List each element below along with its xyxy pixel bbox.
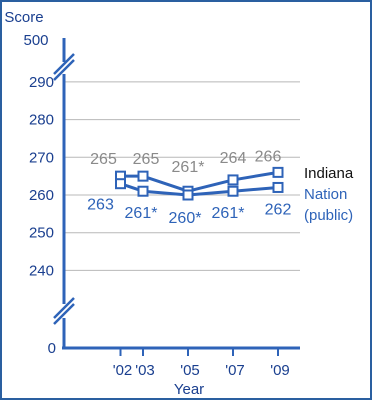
y-tick-labels: 240 250 260 270 280 290	[29, 74, 54, 279]
x-tick-2005: '05	[180, 362, 200, 379]
y-break-bottom-0	[53, 297, 75, 319]
y-tick-280: 280	[29, 112, 54, 129]
point-0-2007	[227, 174, 239, 186]
label-top-2005: 261*	[172, 159, 205, 176]
y-break-top-0	[53, 53, 75, 75]
label-top-2002: 265	[90, 151, 117, 168]
label-bottom-2005: 260*	[169, 210, 202, 227]
y-axis-top-label: 500	[23, 32, 48, 49]
label-bottom-2007: 261*	[212, 205, 245, 222]
y-break-top-1	[53, 59, 75, 81]
y-tick-260: 260	[29, 187, 54, 204]
label-top-2009: 266	[255, 148, 282, 165]
point-1-2007	[227, 185, 239, 197]
x-tick-2007: '07	[225, 362, 245, 379]
x-tick-2002: '02	[113, 362, 133, 379]
y-tick-250: 250	[29, 225, 54, 242]
label-top-2007: 264	[220, 150, 247, 167]
x-axis-title: Year	[174, 381, 204, 398]
axes	[53, 38, 300, 356]
x-tick-2009: '09	[270, 362, 290, 379]
point-0-2003	[137, 170, 149, 182]
label-bottom-2003: 261*	[125, 205, 158, 222]
label-bottom-2009: 262	[265, 201, 292, 218]
x-tick-2003: '03	[135, 362, 155, 379]
label-bottom-2002: 263	[87, 197, 114, 214]
series-group	[115, 166, 284, 201]
x-tick-labels: '02'03 '05 '07 '09	[113, 362, 290, 379]
y-axis-zero-label: 0	[48, 340, 56, 357]
legend: Indiana Nation (public)	[304, 165, 354, 224]
y-tick-290: 290	[29, 74, 54, 91]
point-0-2009	[272, 166, 284, 178]
label-top-2003: 265	[133, 151, 160, 168]
point-1-2002	[115, 178, 126, 190]
data-labels: 265 265 261* 264 266 263 261* 260* 261* 262	[87, 148, 291, 227]
legend-entry-2: (public)	[304, 207, 353, 224]
legend-entry-0: Indiana	[304, 165, 354, 182]
y-axis-title: Score	[4, 9, 43, 26]
y-tick-240: 240	[29, 262, 54, 279]
point-1-2009	[272, 181, 284, 193]
point-1-2005	[182, 189, 194, 201]
legend-entry-1: Nation	[304, 186, 347, 203]
point-1-2003	[137, 185, 149, 197]
y-break-bottom-1	[53, 303, 75, 325]
y-tick-270: 270	[29, 149, 54, 166]
